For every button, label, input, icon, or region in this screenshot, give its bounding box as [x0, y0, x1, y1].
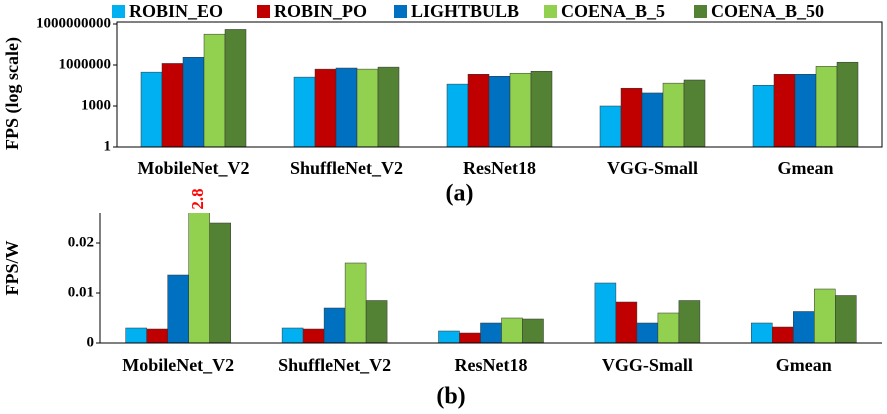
y-tick-label: 1000: [81, 97, 111, 113]
bar: [522, 318, 544, 343]
bar: [793, 311, 815, 343]
bar: [446, 83, 469, 147]
bar: [501, 317, 523, 343]
bar: [293, 76, 316, 147]
caption: (a): [446, 181, 474, 207]
y-axis-label: FPS (log scale): [2, 37, 23, 150]
bar: [167, 274, 189, 343]
bar: [314, 68, 337, 147]
x-tick-label: VGG-Small: [602, 355, 693, 375]
bar: [657, 312, 680, 343]
y-tick-label: 1: [104, 138, 112, 154]
bar: [794, 74, 817, 147]
x-tick-label: MobileNet_V2: [122, 355, 234, 375]
x-tick-label: VGG-Small: [607, 158, 698, 178]
bars: [140, 29, 859, 147]
bar: [814, 288, 836, 343]
y-tick-label: 1000000: [59, 56, 112, 72]
bar: [467, 74, 490, 147]
bars: [125, 213, 857, 343]
legend-swatch: [694, 5, 707, 18]
bar: [599, 105, 622, 147]
bar: [146, 328, 168, 343]
legend-label: COENA_B_50: [711, 1, 824, 21]
legend-label: ROBIN_EO: [129, 1, 223, 21]
plot-border: [116, 21, 883, 148]
bar: [636, 322, 659, 343]
y-tick-label: 0.02: [68, 234, 94, 250]
data-label: 2.8: [188, 188, 207, 209]
x-tick-label: Gmean: [776, 355, 832, 375]
bar: [773, 74, 796, 147]
bar: [344, 262, 367, 343]
x-tick-label: ShuffleNet_V2: [278, 355, 391, 375]
y-tick-label: 0: [87, 334, 95, 350]
bar: [752, 84, 775, 147]
bar: [459, 332, 481, 343]
bar: [438, 330, 460, 343]
bar: [224, 29, 247, 147]
bar: [815, 66, 838, 147]
x-tick-label: ShuffleNet_V2: [290, 158, 403, 178]
bar: [302, 328, 325, 343]
bar: [662, 82, 685, 147]
y-tick-label: 0.01: [68, 284, 94, 300]
bar: [615, 301, 638, 343]
bar: [620, 87, 643, 147]
bar: [323, 307, 346, 343]
legend-label: LIGHTBULB: [411, 1, 519, 21]
bar: [683, 79, 706, 147]
bar: [594, 282, 617, 343]
bar: [751, 322, 773, 343]
y-tick-label: 1000000000: [36, 15, 111, 31]
legend-label: ROBIN_PO: [274, 1, 367, 21]
legend-swatch: [112, 5, 125, 18]
bar: [125, 327, 147, 343]
x-tick-label: MobileNet_V2: [138, 158, 250, 178]
bar: [772, 326, 794, 343]
legend-swatch: [544, 5, 557, 18]
y-axis-label: FPS/W: [2, 240, 22, 295]
bar: [365, 300, 388, 343]
bar: [509, 72, 532, 147]
bar: [203, 33, 226, 147]
bar: [480, 322, 502, 343]
legend-swatch: [257, 5, 270, 18]
bar: [281, 327, 304, 343]
bar: [377, 66, 400, 147]
x-tick-label: ResNet18: [455, 355, 528, 375]
legend-label: COENA_B_5: [561, 1, 665, 21]
legend-swatch: [394, 5, 407, 18]
bar: [835, 295, 857, 343]
bar: [209, 222, 231, 343]
bar: [161, 63, 184, 147]
bar: [182, 56, 205, 147]
caption: (b): [436, 384, 465, 410]
bar: [530, 70, 553, 147]
bar: [140, 71, 163, 147]
bar: [335, 67, 358, 147]
bar: [488, 76, 511, 147]
bar: [641, 92, 664, 147]
bar: [356, 68, 379, 147]
x-tick-label: Gmean: [778, 158, 834, 178]
x-tick-label: ResNet18: [463, 158, 536, 178]
bar: [678, 300, 701, 343]
bar: [836, 61, 859, 147]
bar: [188, 213, 210, 343]
